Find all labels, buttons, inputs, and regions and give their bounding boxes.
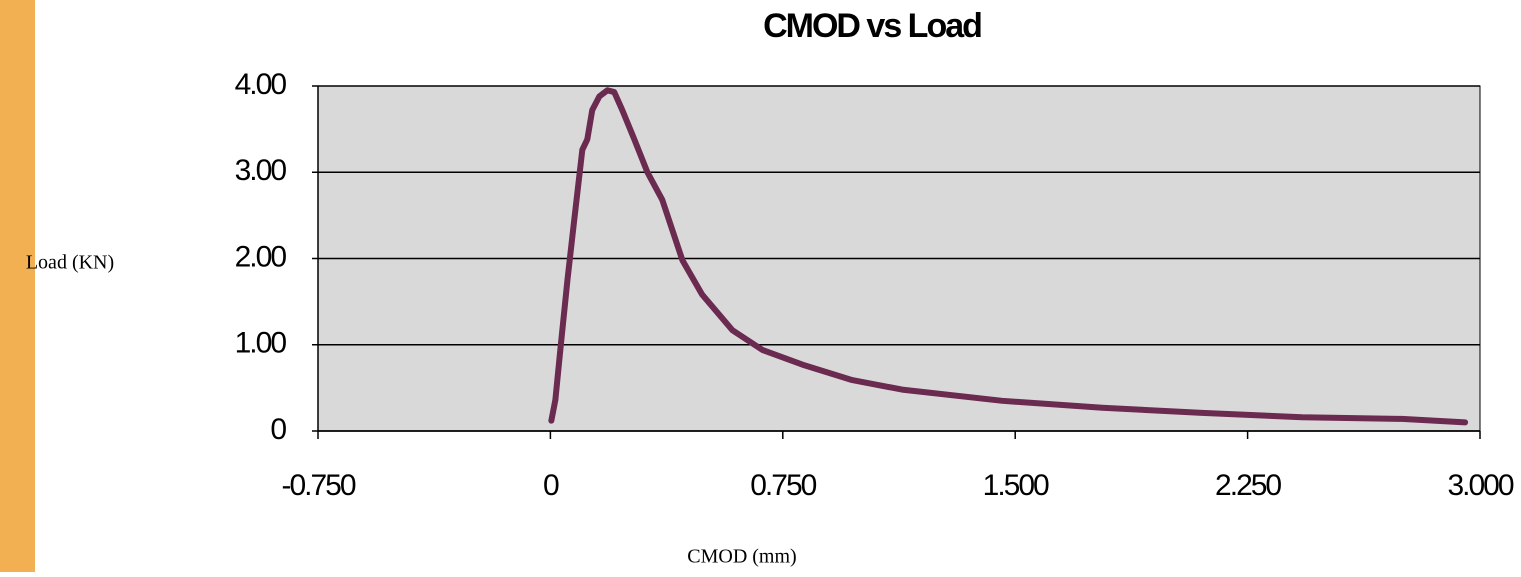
y-tick-label: 0 — [270, 413, 286, 446]
y-axis-label: Load (KN) — [26, 252, 114, 274]
y-tick-label: 4.00 — [235, 68, 287, 101]
y-tick-label: 3.00 — [235, 154, 287, 187]
chart-title: CMOD vs Load — [763, 7, 981, 45]
x-tick-label: 3.000 — [1447, 469, 1513, 502]
x-tick-label: 2.250 — [1215, 469, 1281, 502]
data-line — [548, 87, 1469, 426]
x-tick-label: 0.750 — [750, 469, 816, 502]
y-tick-label: 2.00 — [235, 240, 287, 273]
y-tick-label: 1.00 — [235, 327, 287, 360]
side-strip — [0, 0, 35, 572]
x-tick-label: 0 — [543, 469, 559, 502]
x-tick-label: 1.500 — [983, 469, 1049, 502]
x-tick-label: -0.750 — [281, 469, 355, 502]
x-axis-label: CMOD (mm) — [687, 546, 796, 568]
